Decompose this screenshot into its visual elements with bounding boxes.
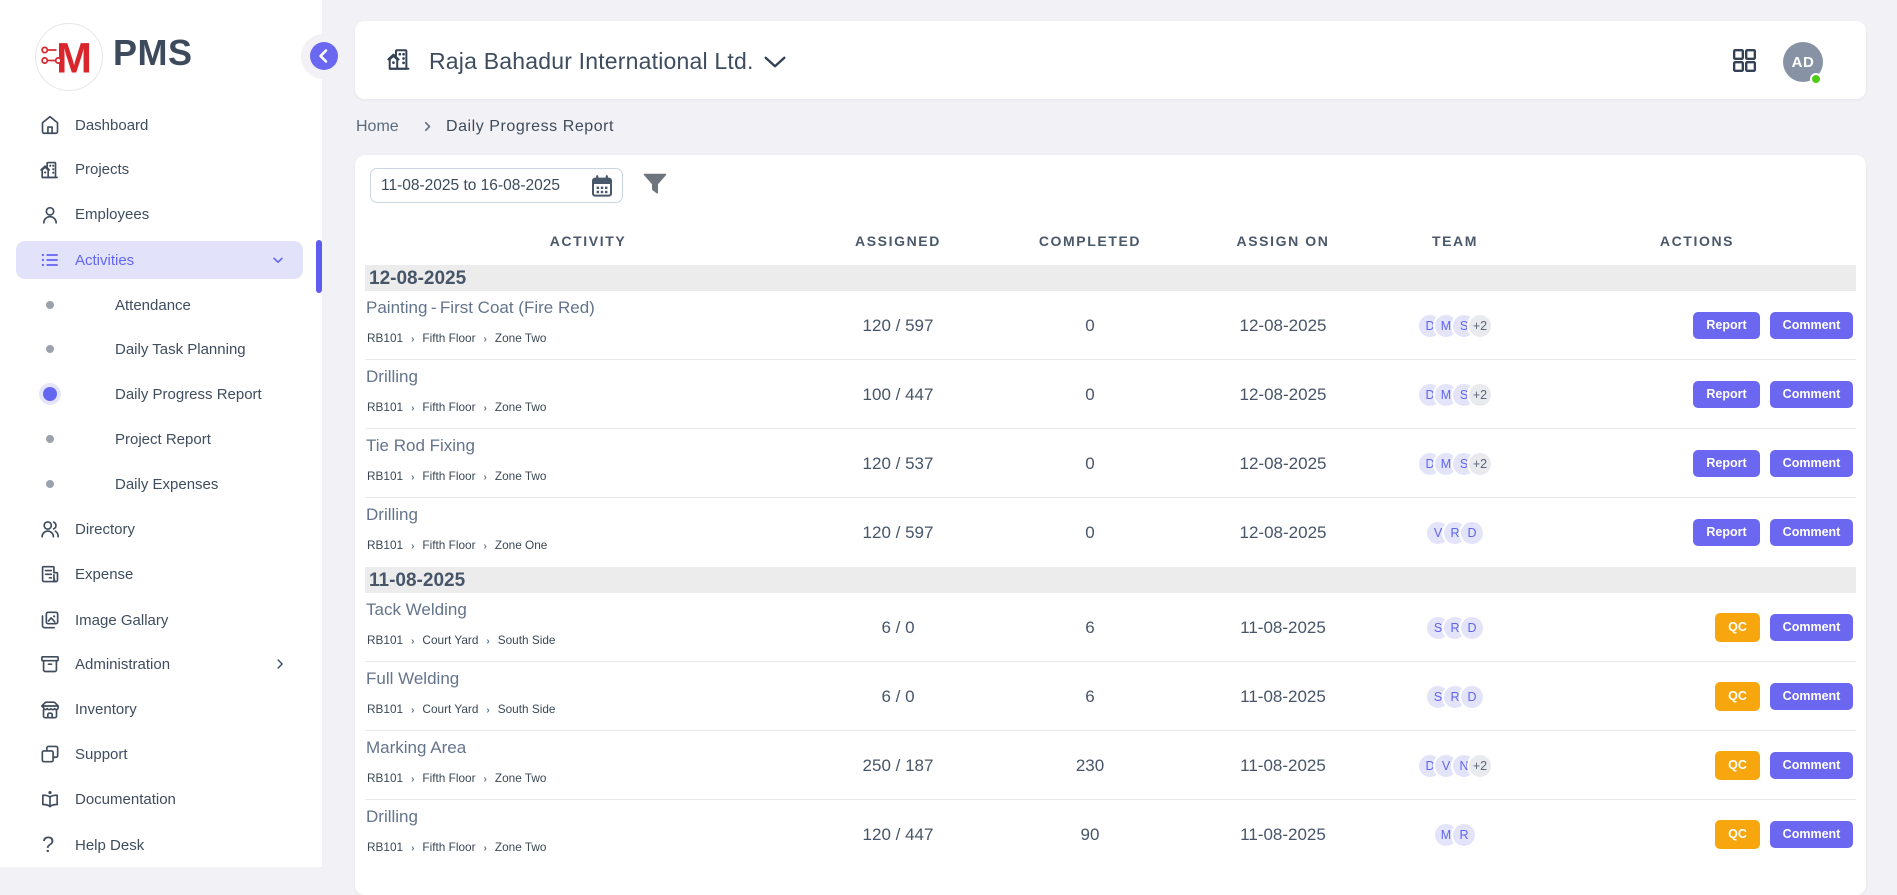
svg-text:M: M bbox=[56, 35, 92, 83]
